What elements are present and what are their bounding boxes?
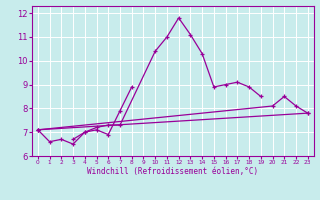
X-axis label: Windchill (Refroidissement éolien,°C): Windchill (Refroidissement éolien,°C) <box>87 167 258 176</box>
